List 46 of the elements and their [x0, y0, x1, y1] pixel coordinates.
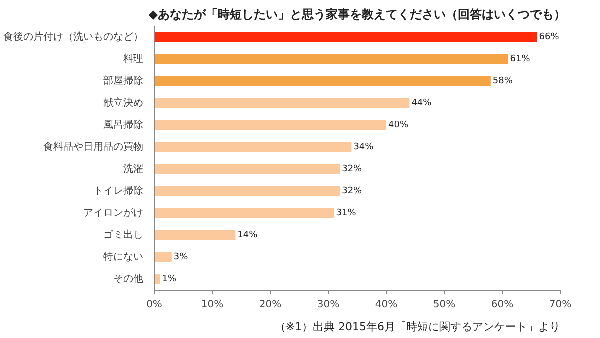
data-label: 32% [342, 164, 363, 174]
data-label: 58% [492, 76, 514, 86]
x-tick-label: 40% [375, 300, 398, 310]
y-tick-label: 食後の片付け（洗いものなど） [4, 31, 144, 43]
x-tick-label: 0% [146, 300, 162, 310]
y-tick-label: 料理 [124, 53, 144, 65]
data-label: 66% [539, 32, 560, 42]
x-tick-label: 70% [549, 300, 572, 310]
data-label: 1% [162, 274, 178, 284]
bar [154, 230, 236, 240]
bar [154, 164, 340, 174]
data-label: 14% [238, 230, 258, 240]
data-label: 34% [354, 142, 374, 152]
y-tick-label: その他 [114, 273, 144, 285]
data-label: 61% [510, 54, 531, 64]
x-tick-label: 50% [433, 300, 456, 310]
y-tick-label: 部屋掃除 [104, 75, 144, 87]
x-tick-label: 60% [491, 300, 514, 310]
bar [154, 98, 410, 108]
bar [154, 208, 334, 218]
y-tick-label: トイレ掃除 [94, 185, 144, 197]
y-tick-label: ゴミ出し [104, 229, 144, 241]
x-tick-label: 20% [259, 300, 282, 310]
y-tick-label: 洗濯 [124, 163, 144, 175]
text: （※1）出典 2015年6月「時短に関するアンケート」より [274, 320, 561, 334]
bar [154, 186, 340, 196]
y-tick-label: 食料品や日用品の買物 [44, 141, 144, 153]
data-label: 32% [342, 186, 363, 196]
bar [154, 120, 386, 130]
bar [154, 274, 160, 284]
x-tick-label: 10% [201, 300, 224, 310]
data-label: 44% [412, 98, 432, 108]
bar [154, 76, 491, 86]
data-label: 31% [336, 208, 357, 218]
y-tick-label: 風呂掃除 [104, 119, 144, 131]
x-tick-label: 30% [317, 300, 340, 310]
bar [154, 54, 508, 64]
y-tick-label: アイロンがけ [84, 208, 144, 219]
data-label: 3% [174, 252, 189, 262]
y-tick-label: 特にない [104, 251, 144, 263]
y-tick-label: 献立決め [104, 97, 144, 109]
bar [154, 142, 352, 152]
chart-title: ◆あなたが「時短したい」と思う家事を教えてください（回答はいくつでも） [148, 8, 566, 22]
data-label: 40% [388, 120, 409, 130]
bar [154, 32, 538, 42]
bar [154, 252, 172, 262]
